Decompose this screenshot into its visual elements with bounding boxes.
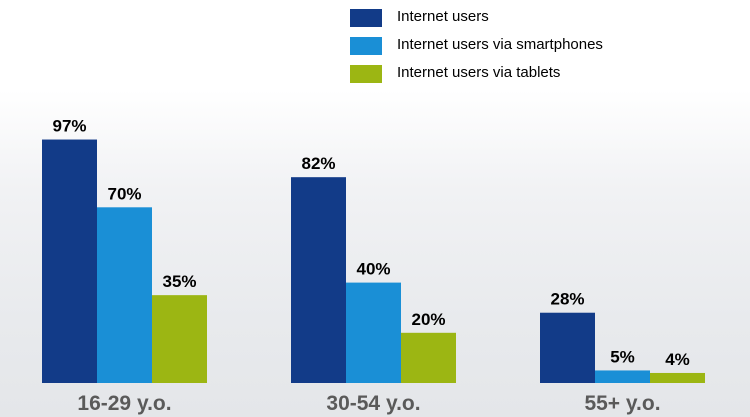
data-label: 5%: [610, 347, 635, 366]
bar-group-16-29-y-o: 97% 70% 35%: [42, 117, 207, 383]
data-label: 35%: [162, 272, 196, 291]
bar: [346, 282, 401, 383]
bar: [97, 207, 152, 383]
legend-label: Internet users via smartphones: [397, 36, 603, 53]
x-tick-label: 55+ y.o.: [584, 392, 660, 415]
legend-label: Internet users: [397, 8, 489, 25]
data-label: 82%: [301, 154, 335, 173]
x-tick-label: 30-54 y.o.: [326, 392, 420, 415]
data-label: 20%: [411, 310, 445, 329]
bar-group-55-y-o: 28% 5% 4%: [540, 290, 705, 383]
bar: [595, 370, 650, 383]
data-label: 70%: [107, 184, 141, 203]
bar: [650, 372, 705, 383]
data-label: 4%: [665, 350, 690, 369]
data-label: 40%: [356, 260, 390, 279]
x-tick-label: 16-29 y.o.: [77, 392, 171, 415]
bar: [42, 139, 97, 383]
bar: [401, 332, 456, 383]
legend-label: Internet users via tablets: [397, 64, 561, 81]
legend-swatch: [350, 9, 382, 27]
bar: [540, 312, 595, 383]
data-label: 28%: [550, 290, 584, 309]
bar: [291, 177, 346, 383]
bar: [152, 295, 207, 383]
data-label: 97%: [52, 117, 86, 136]
legend-swatch: [350, 65, 382, 83]
legend-swatch: [350, 37, 382, 55]
bar-group-30-54-y-o: 82% 40% 20%: [291, 154, 456, 383]
